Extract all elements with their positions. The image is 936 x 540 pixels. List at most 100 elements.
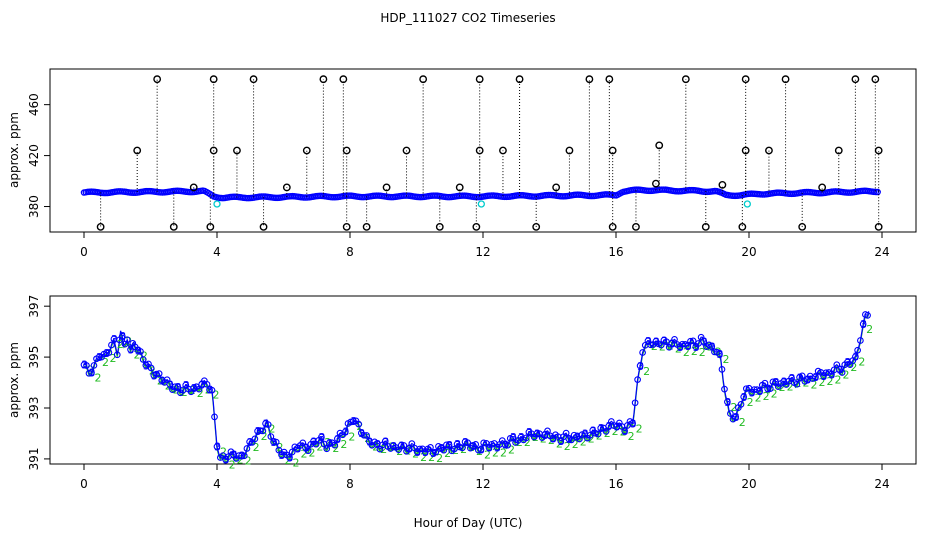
data-point [838, 369, 846, 376]
marker-label-green: 2 [94, 372, 101, 385]
y-tick-label: 391 [27, 447, 41, 470]
marker-label-green: 2 [428, 451, 435, 464]
marker-label-green: 2 [444, 447, 451, 460]
data-point [270, 438, 277, 446]
spike-point [382, 183, 391, 192]
marker-label-blue: 3 [406, 443, 413, 456]
marker-label-blue: 3 [263, 417, 270, 430]
marker-label-green: 2 [819, 376, 826, 389]
marker-label-green: 2 [540, 433, 547, 446]
marker-label-green: 2 [747, 396, 754, 409]
marker-label-green: 2 [620, 426, 627, 439]
marker-label-green: 2 [643, 365, 650, 378]
marker-label-green: 2 [340, 438, 347, 451]
marker-label-blue: 3 [167, 378, 174, 391]
data-point [304, 447, 312, 455]
data-point [727, 410, 734, 417]
data-point [597, 424, 605, 432]
data-point [174, 383, 182, 391]
marker-label-green: 2 [420, 451, 427, 464]
spike-point [339, 75, 348, 84]
marker-label-green: 2 [253, 441, 260, 454]
marker-label-blue: 3 [382, 435, 389, 448]
data-point [594, 430, 602, 438]
y-tick-label: 393 [27, 397, 41, 420]
data-point [272, 438, 280, 446]
y-tick-label: 420 [27, 144, 41, 167]
spike-point [585, 75, 594, 84]
marker-label-green: 2 [596, 429, 603, 442]
marker-label-green: 2 [348, 431, 355, 444]
marker-label-green: 2 [795, 377, 802, 390]
marker-label-green: 2 [500, 446, 507, 459]
marker-label-blue: 3 [366, 435, 373, 448]
marker-label-green: 2 [722, 353, 729, 366]
cyan-point [477, 200, 485, 208]
data-point [137, 348, 144, 355]
spike-point [552, 183, 561, 192]
data-point [286, 453, 293, 461]
cyan-point [213, 200, 221, 208]
data-point [631, 399, 639, 407]
marker-label-blue: 3 [494, 441, 501, 454]
data-point [766, 385, 774, 393]
spike-point [169, 223, 178, 231]
marker-label-blue: 3 [757, 385, 764, 398]
data-point [155, 370, 163, 377]
marker-label-blue: 3 [805, 373, 812, 386]
spike-point [402, 146, 411, 155]
data-point [153, 370, 160, 378]
marker-label-green: 2 [524, 436, 531, 449]
data-point [416, 445, 424, 453]
spike-point [834, 146, 843, 155]
marker-label-blue: 3 [279, 449, 286, 462]
marker-label-blue: 3 [422, 446, 429, 459]
spike-point [605, 75, 614, 84]
marker-label-green: 2 [779, 381, 786, 394]
marker-label-green: 2 [436, 452, 443, 465]
marker-label-green: 2 [826, 375, 833, 388]
marker-label-green: 2 [117, 338, 124, 351]
data-point [621, 427, 628, 435]
spike-point [435, 223, 444, 231]
marker-label-green: 2 [157, 374, 164, 387]
marker-label-blue: 3 [630, 417, 637, 430]
data-point [740, 393, 748, 401]
data-point [647, 341, 654, 349]
marker-label-green: 2 [380, 443, 387, 456]
spike-point [475, 75, 484, 84]
marker-label-blue: 3 [175, 381, 182, 394]
x-tick-label: 24 [874, 477, 889, 491]
spike-point [233, 146, 241, 155]
marker-label-blue: 3 [510, 431, 517, 444]
data-point [756, 387, 763, 395]
marker-label-green: 2 [556, 438, 563, 451]
data-point [443, 441, 450, 449]
data-point [108, 341, 115, 349]
panel-raw-ylabel: approx. ppm [7, 112, 21, 188]
marker-label-blue: 3 [81, 359, 88, 372]
marker-label-green: 2 [834, 373, 841, 386]
marker-label-blue: 3 [701, 335, 708, 348]
spike-point [302, 146, 311, 155]
marker-label-blue: 3 [446, 439, 453, 452]
marker-label-blue: 3 [239, 450, 246, 463]
marker-label-blue: 3 [414, 446, 421, 459]
data-point [139, 356, 147, 363]
marker-label-blue: 3 [773, 376, 780, 389]
marker-label-green: 2 [508, 443, 515, 456]
spike-point [472, 223, 481, 231]
spike-point [565, 146, 574, 155]
x-tick-label: 20 [741, 245, 756, 259]
marker-label-green: 2 [300, 448, 307, 461]
data-point [544, 427, 551, 435]
data-point [264, 421, 272, 428]
marker-label-green: 2 [548, 434, 555, 447]
spike-point [532, 223, 541, 231]
data-point [533, 430, 541, 437]
marker-label-green: 2 [102, 356, 109, 369]
spike-point [765, 146, 773, 155]
marker-label-blue: 3 [247, 436, 254, 449]
marker-label-blue: 3 [88, 367, 95, 380]
data-point [240, 452, 248, 460]
